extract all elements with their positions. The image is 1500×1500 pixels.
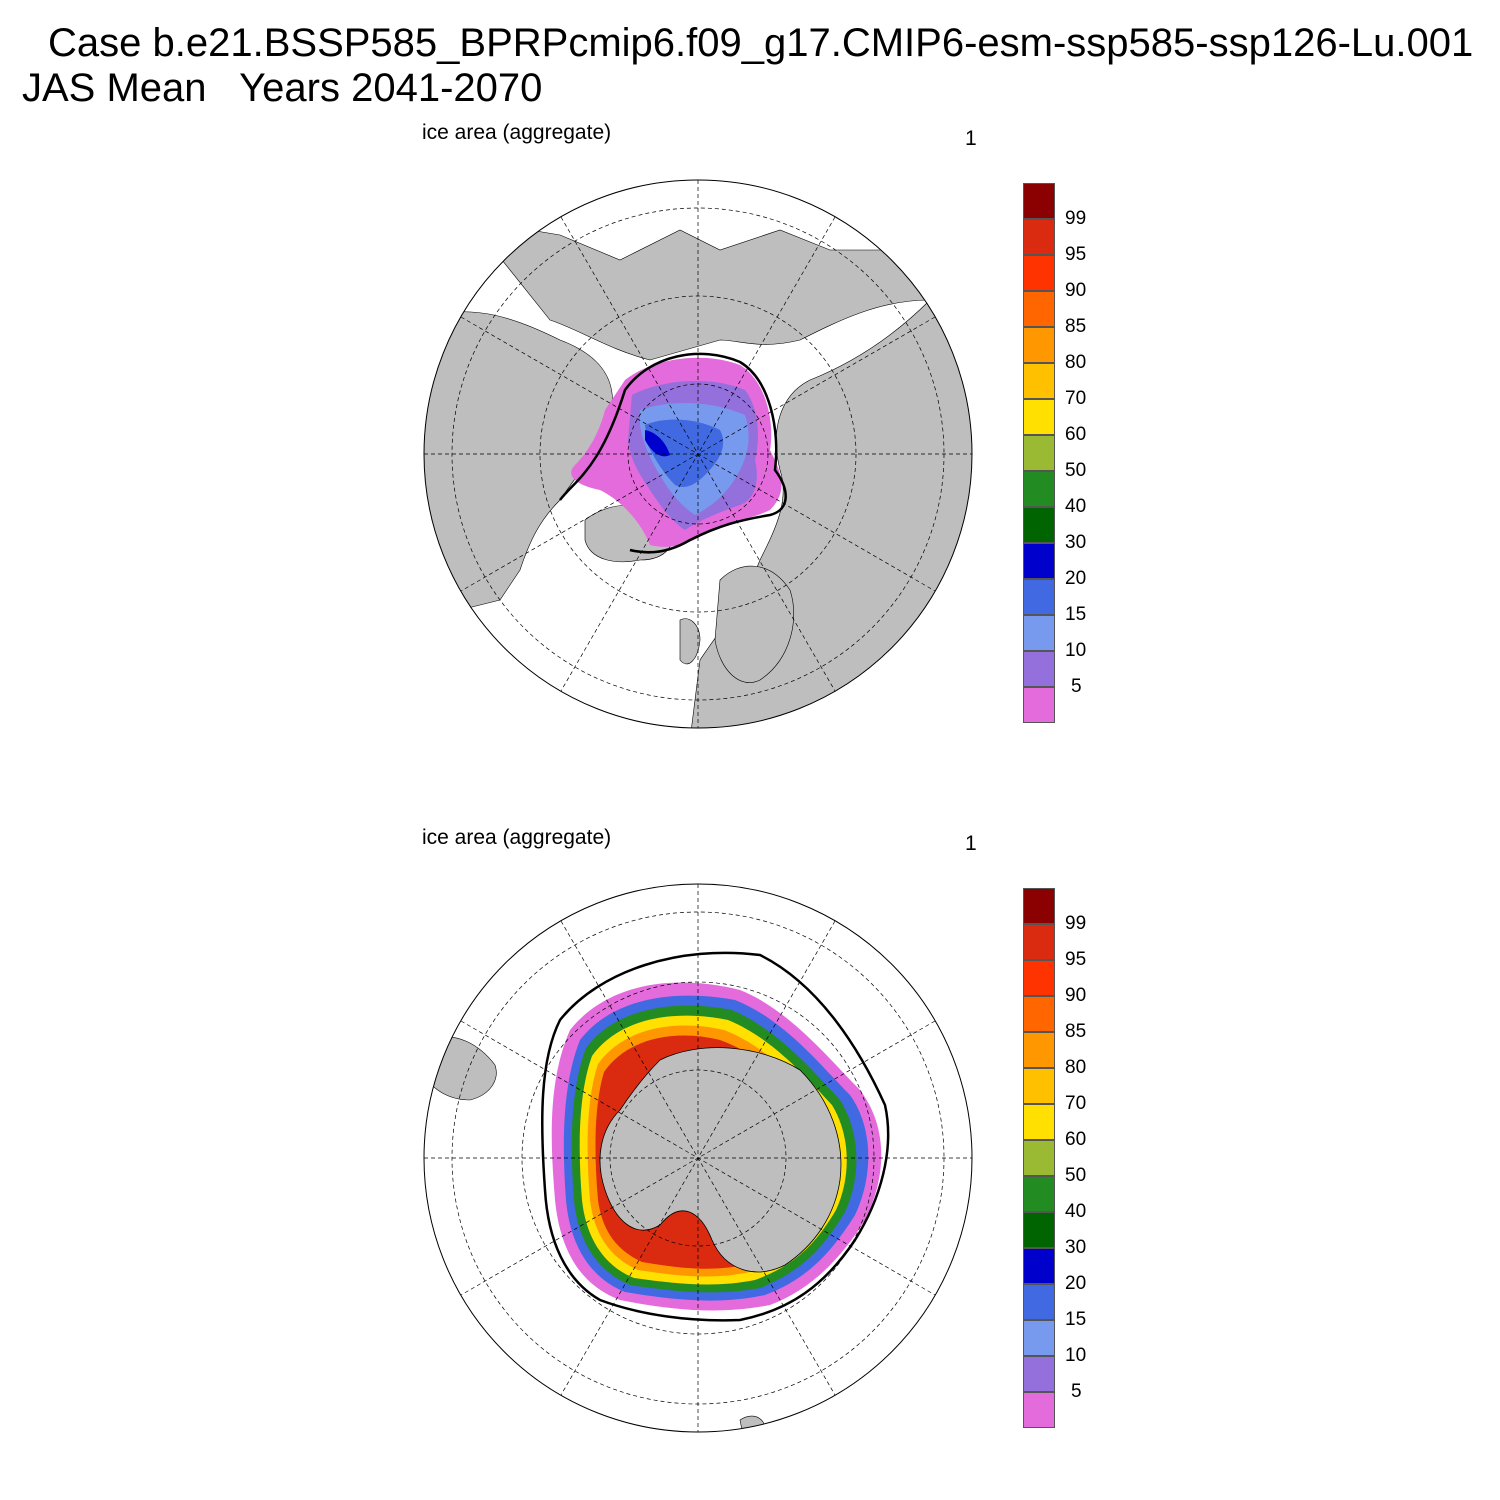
figure-title-line2: JAS Mean Years 2041-2070 <box>22 66 543 110</box>
arctic-colorbar-label: 70 <box>1065 388 1087 409</box>
arctic-colorbar-box-15 <box>1023 183 1055 219</box>
arctic-colorbar-label: 80 <box>1065 352 1087 373</box>
antarctic-land-continent <box>599 1047 842 1273</box>
arctic-colorbar-box-6 <box>1023 507 1055 543</box>
arctic-colorbar-box-4 <box>1023 579 1055 615</box>
arctic-panel-title: ice area (aggregate) <box>422 121 612 144</box>
antarctic-colorbar-label: 95 <box>1065 949 1087 970</box>
arctic-ice-edge <box>559 352 787 554</box>
arctic-land-scandinavia <box>714 565 795 683</box>
arctic-colorbar-label: 50 <box>1065 460 1087 481</box>
antarctic-colorbar-label: 30 <box>1065 1237 1087 1258</box>
antarctic-colorbar-label: 5 <box>1071 1381 1082 1402</box>
arctic-colorbar-box-2 <box>1023 651 1055 687</box>
arctic-colorbar-label: 15 <box>1065 604 1087 625</box>
antarctic-colorbar-box-3 <box>1023 1320 1055 1356</box>
arctic-colorbar-label: 95 <box>1065 244 1087 265</box>
antarctic-colorbar-label: 85 <box>1065 1021 1087 1042</box>
arctic-colorbar-box-7 <box>1023 471 1055 507</box>
figure-title-line1: Case b.e21.BSSP585_BPRPcmip6.f09_g17.CMI… <box>48 21 1474 65</box>
antarctic-colorbar-box-1 <box>1023 1392 1055 1428</box>
antarctic-colorbar-box-10 <box>1023 1068 1055 1104</box>
arctic-colorbar-box-11 <box>1023 327 1055 363</box>
antarctic-colorbar-label: 40 <box>1065 1201 1087 1222</box>
arctic-panel-number: 1 <box>965 127 977 150</box>
arctic-land-uk <box>679 618 701 665</box>
antarctic-colorbar-box-12 <box>1023 996 1055 1032</box>
antarctic-colorbar-label: 80 <box>1065 1057 1087 1078</box>
antarctic-colorbar-box-14 <box>1023 924 1055 960</box>
arctic-colorbar-box-12 <box>1023 291 1055 327</box>
antarctic-colorbar-box-15 <box>1023 888 1055 924</box>
arctic-colorbar: 5 10 15 20 30 40 50 60 70 80 85 90 95 99 <box>1023 183 1163 723</box>
antarctic-colorbar-label: 90 <box>1065 985 1087 1006</box>
arctic-ice-20 <box>645 419 724 487</box>
antarctic-panel-number: 1 <box>965 832 977 855</box>
antarctic-colorbar-box-13 <box>1023 960 1055 996</box>
arctic-colorbar-label: 90 <box>1065 280 1087 301</box>
antarctic-colorbar-box-7 <box>1023 1176 1055 1212</box>
antarctic-colorbar-label: 50 <box>1065 1165 1087 1186</box>
arctic-colorbar-box-10 <box>1023 363 1055 399</box>
antarctic-colorbar-box-9 <box>1023 1104 1055 1140</box>
arctic-colorbar-label: 10 <box>1065 640 1087 661</box>
antarctic-map <box>423 883 973 1433</box>
arctic-colorbar-box-8 <box>1023 435 1055 471</box>
arctic-colorbar-box-1 <box>1023 687 1055 723</box>
antarctic-colorbar-label: 60 <box>1065 1129 1087 1150</box>
arctic-colorbar-box-13 <box>1023 255 1055 291</box>
arctic-colorbar-label: 85 <box>1065 316 1087 337</box>
arctic-ice-30 <box>645 430 670 457</box>
antarctic-colorbar-label: 15 <box>1065 1309 1087 1330</box>
antarctic-colorbar: 5 10 15 20 30 40 50 60 70 80 85 90 95 99 <box>1023 888 1163 1428</box>
antarctic-colorbar-box-11 <box>1023 1032 1055 1068</box>
antarctic-colorbar-label: 20 <box>1065 1273 1087 1294</box>
arctic-colorbar-box-5 <box>1023 543 1055 579</box>
antarctic-colorbar-label: 10 <box>1065 1345 1087 1366</box>
antarctic-colorbar-box-4 <box>1023 1284 1055 1320</box>
antarctic-colorbar-box-8 <box>1023 1140 1055 1176</box>
antarctic-colorbar-label: 99 <box>1065 913 1087 934</box>
arctic-colorbar-label: 40 <box>1065 496 1087 517</box>
arctic-colorbar-label: 99 <box>1065 208 1087 229</box>
antarctic-panel-title: ice area (aggregate) <box>422 826 612 849</box>
arctic-colorbar-label: 5 <box>1071 676 1082 697</box>
arctic-colorbar-box-9 <box>1023 399 1055 435</box>
antarctic-colorbar-label: 70 <box>1065 1093 1087 1114</box>
antarctic-colorbar-box-5 <box>1023 1248 1055 1284</box>
arctic-map <box>423 179 973 729</box>
antarctic-colorbar-box-6 <box>1023 1212 1055 1248</box>
antarctic-land-australia-edge <box>739 1415 767 1432</box>
arctic-colorbar-box-14 <box>1023 219 1055 255</box>
arctic-colorbar-label: 30 <box>1065 532 1087 553</box>
arctic-colorbar-label: 60 <box>1065 424 1087 445</box>
arctic-colorbar-label: 20 <box>1065 568 1087 589</box>
arctic-colorbar-box-3 <box>1023 615 1055 651</box>
antarctic-ice-edge <box>540 951 890 1322</box>
antarctic-colorbar-box-2 <box>1023 1356 1055 1392</box>
